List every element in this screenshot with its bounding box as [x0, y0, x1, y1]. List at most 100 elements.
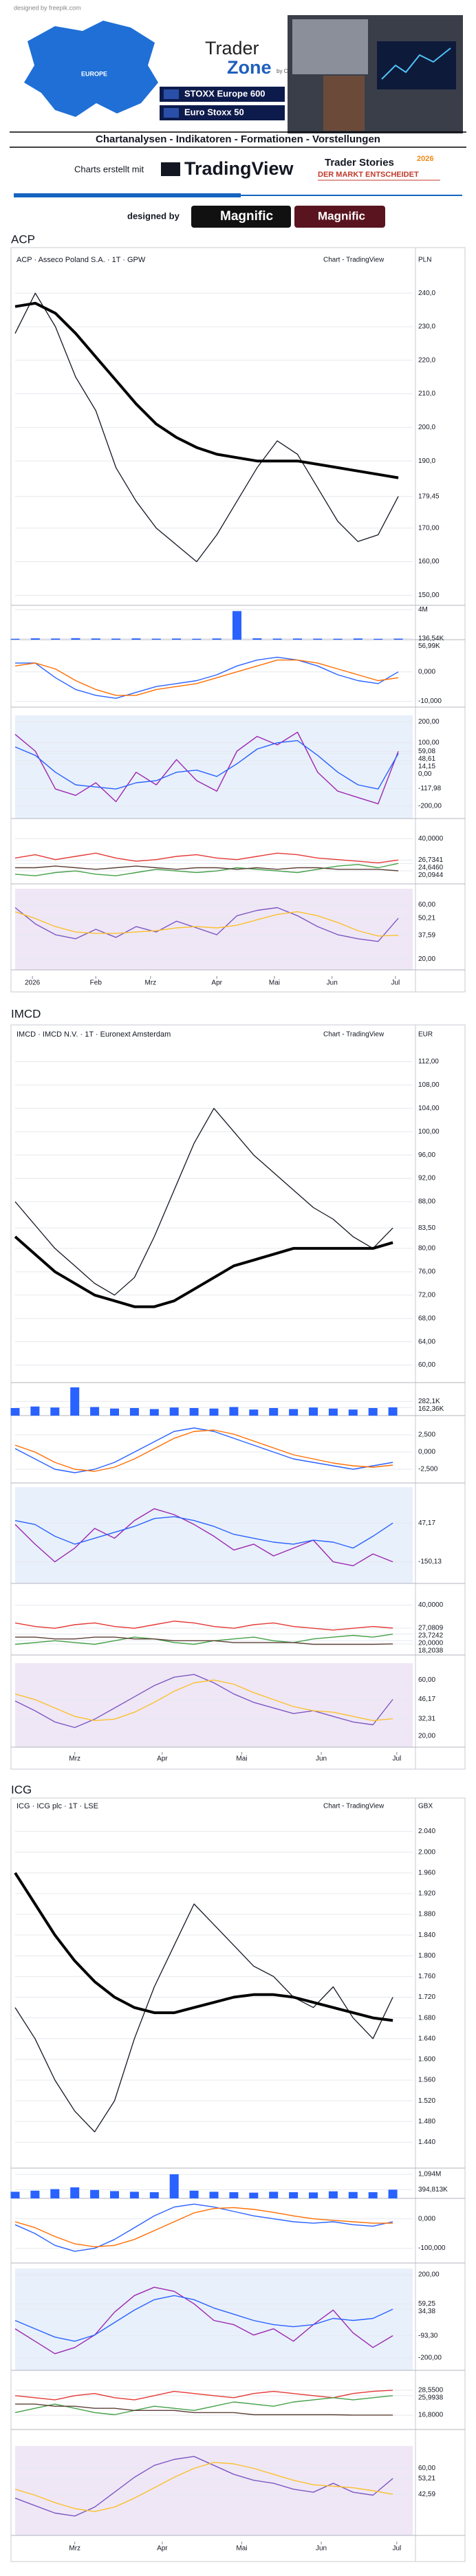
series-line	[14, 2456, 393, 2517]
brand-top: Trader	[205, 38, 259, 58]
y-tick-label: 1.880	[418, 1911, 435, 1918]
stories-year: 2026	[417, 155, 433, 163]
bar	[209, 1408, 219, 1416]
x-tick-label: 2026	[25, 979, 41, 987]
designed-by: designed by	[127, 210, 180, 221]
y-tick-label: -10,000	[418, 697, 442, 705]
bar	[169, 1407, 179, 1416]
bar	[189, 1408, 199, 1416]
bar	[91, 638, 100, 640]
map-label: EUROPE	[81, 70, 107, 77]
y-tick-label: 68,00	[418, 1314, 435, 1322]
y-tick-label: -200,00	[418, 2355, 442, 2362]
logo: Magnific	[220, 209, 273, 224]
x-tick-label: Jun	[316, 1755, 327, 1763]
y-tick-label: 96,00	[418, 1151, 435, 1159]
bar	[272, 638, 282, 640]
x-tick-label: Mrz	[69, 1755, 80, 1763]
bar	[129, 2191, 139, 2198]
series-line	[15, 865, 399, 872]
y-tick-label: 0,000	[418, 1449, 435, 1456]
series-line	[14, 659, 399, 696]
chart-header: IMCD · IMCD N.V. · 1T · Euronext Amsterd…	[17, 1030, 171, 1039]
bar	[149, 1409, 159, 1416]
series-line	[14, 2395, 393, 2416]
bar	[169, 2174, 179, 2198]
x-tick-label: Jul	[392, 2545, 401, 2553]
y-tick-label: 37,59	[418, 931, 435, 939]
y-tick-label: 20,0944	[418, 872, 444, 879]
y-tick-label: 60,00	[418, 2465, 435, 2472]
bar	[374, 638, 383, 640]
x-tick-label: Mai	[236, 1755, 247, 1763]
y-tick-label: -93,30	[418, 2332, 438, 2339]
y-tick-label: -100,000	[418, 2244, 446, 2252]
y-tick-label: 200,00	[418, 718, 440, 726]
photo-person	[323, 76, 365, 131]
bar	[30, 638, 40, 640]
bar	[51, 638, 61, 640]
y-tick-label: 14,15	[418, 763, 435, 770]
chart-header: ACP · Asseco Poland S.A. · 1T · GPW	[17, 256, 146, 264]
y-tick-label: 162,36K	[418, 1405, 444, 1413]
photo-monitor	[377, 41, 456, 89]
y-tick-label: 1.760	[418, 1973, 435, 1980]
series-line	[15, 1636, 393, 1645]
y-tick-label: 282,1K	[418, 1398, 440, 1405]
series-line	[14, 1427, 393, 1473]
bar	[289, 1409, 299, 1416]
chart-source: Chart - TradingView	[323, 1803, 385, 1810]
x-tick-label: Jun	[327, 979, 338, 987]
y-tick-label: 28,5500	[418, 2387, 444, 2394]
bar	[50, 1407, 60, 1416]
stories: Trader Stories	[325, 157, 394, 169]
y-tick-label: -200,00	[418, 802, 442, 810]
logo: Magnific	[318, 209, 365, 222]
y-tick-label: 1.840	[418, 1931, 435, 1939]
y-tick-label: 2.000	[418, 1848, 435, 1856]
y-tick-label: 1.960	[418, 1869, 435, 1876]
bar	[90, 1407, 100, 1416]
x-tick-label: Apr	[157, 2545, 168, 2553]
series-line	[14, 907, 399, 942]
y-tick-label: 64,00	[418, 1338, 435, 1345]
x-tick-label: Apr	[211, 979, 222, 987]
y-tick-label: 23,7242	[418, 1632, 444, 1640]
panel-band	[15, 715, 413, 819]
y-tick-label: 25,9938	[418, 2394, 444, 2402]
y-tick-label: 2,500	[418, 1431, 435, 1439]
bar	[328, 2191, 338, 2198]
y-tick-label: 59,25	[418, 2300, 435, 2308]
tv-icon	[161, 162, 180, 176]
y-tick-label: 32,31	[418, 1715, 435, 1722]
bar	[313, 638, 323, 640]
bar	[10, 638, 20, 640]
y-tick-label: 1.720	[418, 1993, 435, 2001]
y-tick-label: 160,00	[418, 558, 440, 565]
y-tick-label: 48,61	[418, 755, 435, 763]
x-tick-label: Apr	[157, 1755, 168, 1763]
bar	[209, 2191, 219, 2198]
y-tick-label: -2,500	[418, 1466, 438, 1473]
series-line	[14, 1621, 393, 1631]
bar	[30, 2190, 40, 2198]
y-tick-label: 20,0000	[418, 1640, 444, 1647]
y-tick-label: 2.040	[418, 1828, 435, 1835]
y-tick-label: 18,2038	[418, 1647, 444, 1655]
bar	[50, 2189, 60, 2198]
badge-bg	[160, 87, 285, 102]
photo-window	[292, 19, 368, 74]
series-line	[14, 740, 399, 790]
y-tick-label: 24,6460	[418, 864, 444, 872]
bar	[388, 2189, 398, 2198]
bar	[289, 2192, 299, 2198]
series-line	[14, 911, 399, 937]
y-tick-label: 47,17	[418, 1519, 435, 1527]
y-tick-label: -150,13	[418, 1558, 442, 1566]
y-tick-label: 1.600	[418, 2056, 435, 2064]
bar	[269, 2191, 279, 2198]
chart-frame	[10, 1024, 466, 1770]
y-tick-label: 1,094M	[418, 2171, 441, 2178]
series-line	[14, 2295, 393, 2342]
